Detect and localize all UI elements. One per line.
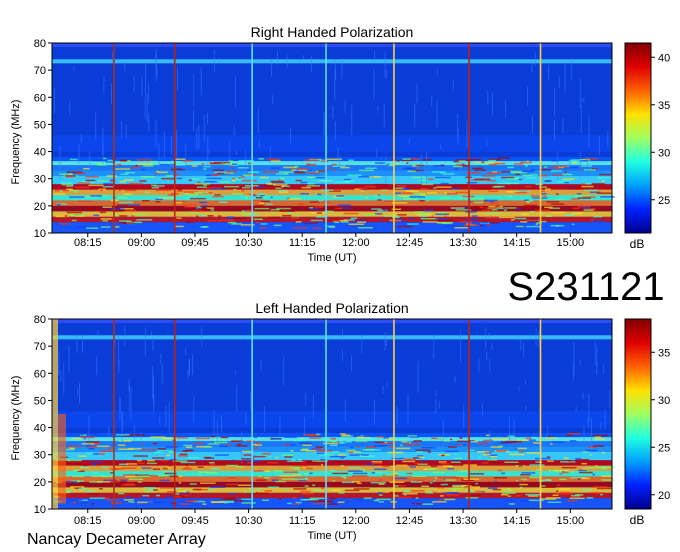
heatmap-band [52,184,612,190]
x-tick-label: 12:45 [396,515,424,527]
y-tick-label: 10 [34,228,46,240]
right-polarization-panel: Right Handed Polarization 25 30 35 40 10 20 3… [10,24,670,264]
x-tick-label: 15:00 [557,515,585,527]
colorbar-gradient [624,42,652,234]
y-tick-label: 80 [34,38,46,50]
x-axis-label: Time (UT) [307,530,356,542]
heatmap-band [52,446,612,452]
x-tick-label: 10:30 [235,237,263,249]
x-tick-label: 08:15 [74,237,102,249]
x-tick-label: 14:15 [503,515,531,527]
colorbar-tick-label: 30 [658,395,670,407]
y-tick-label: 30 [34,174,46,186]
x-tick-label: 11:15 [289,237,316,249]
y-tick-label: 20 [34,477,46,489]
y-tick-label: 50 [34,119,46,131]
colorbar-tick-label: 40 [658,52,670,64]
heatmap-band [52,161,612,166]
y-axis-label: Frequency (MHz) [10,100,22,185]
x-axis-label: Time (UT) [307,252,356,264]
panel-title: Left Handed Polarization [255,300,408,316]
heatmap-band [52,216,612,223]
spectrogram-plot [52,319,615,509]
heatmap-band [52,335,612,340]
heatmap-band [52,205,612,212]
y-tick-label: 60 [34,92,46,104]
colorbar: 25 30 35 40 [624,42,670,234]
colorbar-tick-label: 25 [658,195,670,207]
colorbar-tick-label: 35 [658,100,670,112]
y-tick-label: 20 [34,201,46,213]
x-tick-label: 13:30 [449,237,477,249]
colorbar: 20 25 30 35 [624,318,670,510]
y-tick-label: 80 [34,314,46,326]
heatmap-band [52,176,612,185]
heatmap-speckle [52,319,615,509]
plot-frame [51,318,613,510]
heatmap-band [52,476,612,482]
x-tick-label: 14:15 [503,237,531,249]
y-tick-label: 70 [34,341,46,353]
panel-title: Right Handed Polarization [251,24,414,40]
x-tick-label: 15:00 [557,237,585,249]
y-tick-label: 30 [34,450,46,462]
x-tick-label: 09:00 [128,515,156,527]
left-polarization-panel: Left Handed Polarization 20 25 30 35 10 20 30… [10,300,670,542]
heatmap-band [52,165,612,171]
x-tick-label: 11:15 [289,515,316,527]
heatmap-band [52,411,612,428]
y-tick-label: 10 [34,504,46,516]
x-tick-label: 10:30 [235,515,263,527]
axes: 10 20 30 40 50 60 70 80 08:15 09:00 09:45 10:30 11:1… [34,314,613,527]
axes: 10 20 30 40 50 60 70 80 08:15 09:00 09:45 10:30 11:1… [34,38,613,249]
colorbar-gradient [624,318,652,510]
y-tick-label: 40 [34,147,46,159]
plot-frame [51,42,613,234]
heatmap-band [52,59,612,64]
heatmap-band [52,43,612,48]
heatmap-band [52,319,612,324]
heatmap-band [52,211,612,217]
colorbar-tick-label: 25 [658,442,670,454]
colorbar-label: dB [630,237,645,251]
y-tick-label: 40 [34,423,46,435]
heatmap-band [52,189,612,195]
x-tick-label: 12:45 [396,237,424,249]
heatmap-band [52,135,612,152]
heatmap-band [52,200,612,206]
colorbar-label: dB [630,513,645,527]
x-tick-label: 09:45 [181,515,209,527]
x-tick-label: 09:45 [181,237,209,249]
heatmap-band [52,195,612,201]
spectrogram-plot [52,43,615,233]
colorbar-tick-label: 20 [658,490,670,502]
colorbar-tick-label: 30 [658,147,670,159]
y-tick-label: 70 [34,65,46,77]
heatmap-band [52,433,612,438]
heatmap-band [52,481,612,488]
y-tick-label: 50 [34,395,46,407]
x-tick-label: 12:00 [342,515,370,527]
observation-id: S231121 [507,265,664,309]
x-tick-label: 12:00 [342,237,370,249]
x-tick-label: 13:30 [449,515,477,527]
heatmap-band [52,170,612,176]
heatmap-band [52,492,612,499]
heatmap-band [52,471,612,477]
y-axis-label: Frequency (MHz) [10,376,22,461]
x-tick-label: 09:00 [128,237,156,249]
y-tick-label: 60 [34,368,46,380]
colorbar-tick-label: 35 [658,347,670,359]
x-tick-label: 08:15 [74,515,102,527]
heatmap-band [52,465,612,471]
instrument-label: Nancay Decameter Array [27,531,206,548]
heatmap-band [52,460,612,466]
